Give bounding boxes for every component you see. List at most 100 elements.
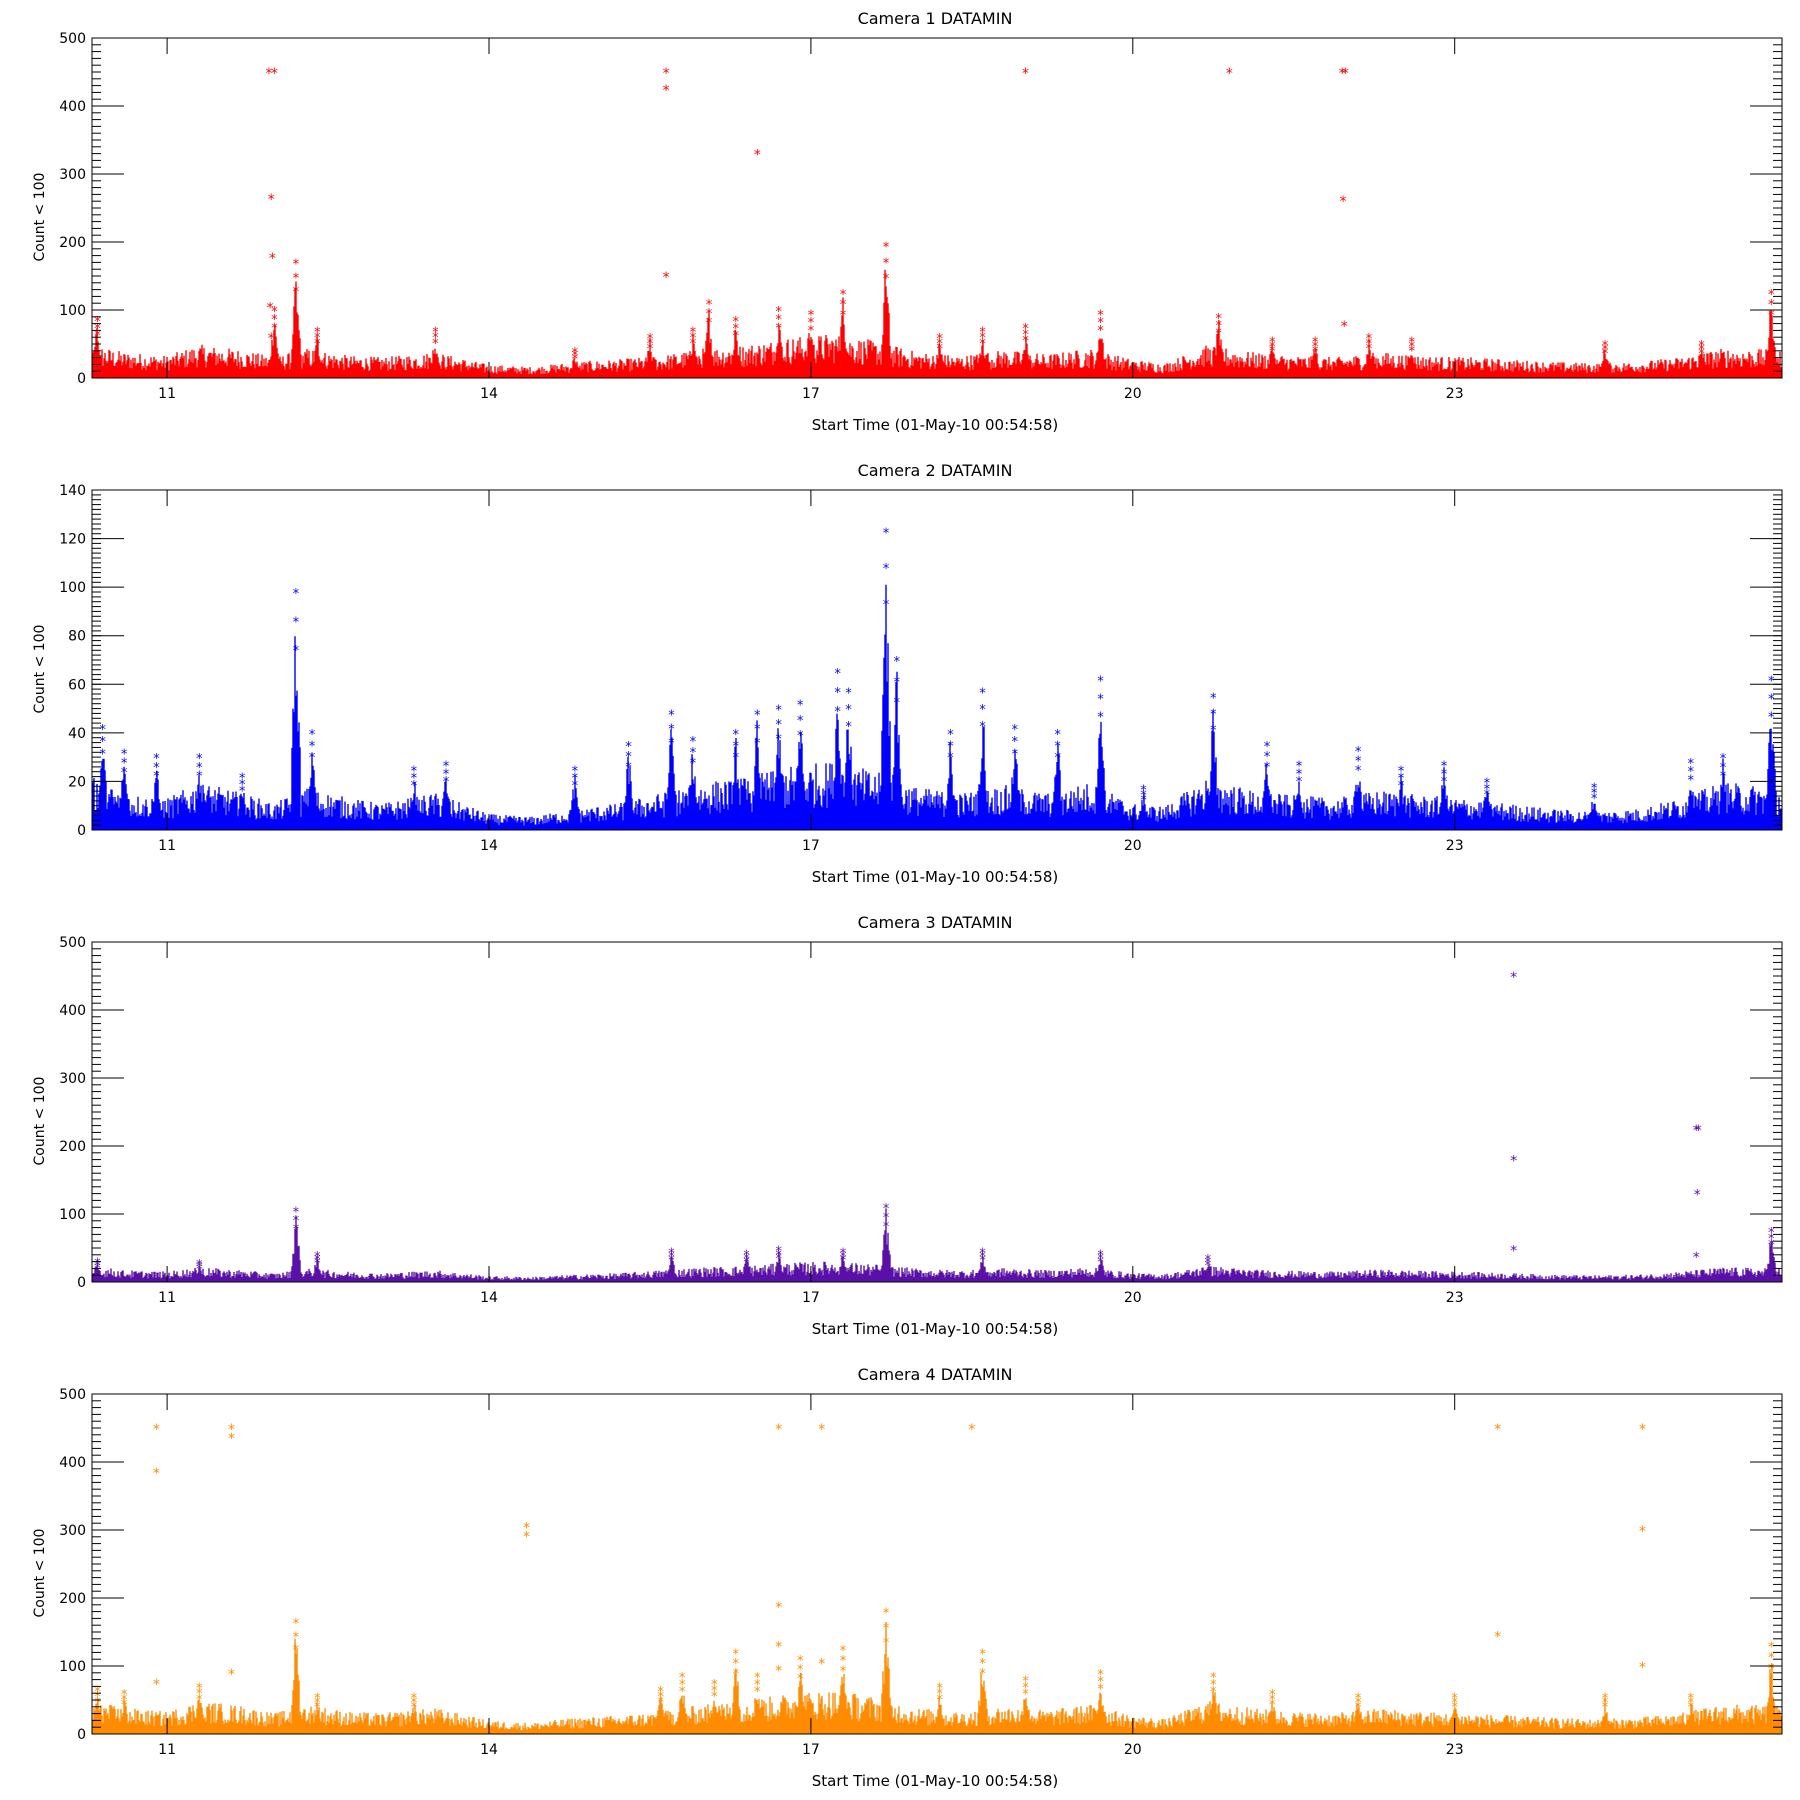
data-point: * [1022, 328, 1030, 343]
data-point: * [292, 644, 300, 659]
x-tick-label: 20 [1124, 386, 1142, 402]
data-series-body [92, 1622, 1782, 1734]
data-point: * [667, 1246, 675, 1261]
data-point: * [313, 1256, 321, 1271]
data-point: * [93, 322, 101, 337]
y-tick-label: 0 [77, 823, 86, 839]
x-tick-label: 23 [1446, 386, 1464, 402]
data-point: * [99, 723, 107, 738]
x-tick-label: 20 [1124, 838, 1142, 854]
data-point: * [1687, 765, 1695, 780]
data-point: * [1209, 708, 1217, 723]
data-point: * [1440, 775, 1448, 790]
data-point: * [1054, 728, 1062, 743]
data-point: * [93, 1259, 101, 1274]
data-point: * [834, 686, 842, 701]
data-point: * [817, 1422, 825, 1438]
x-tick-label: 14 [480, 838, 498, 854]
data-point: * [807, 316, 815, 331]
data-point: * [705, 298, 713, 313]
data-point: * [774, 1422, 782, 1438]
data-point: * [1601, 1701, 1609, 1716]
data-point: * [1209, 724, 1217, 739]
data-point: * [410, 1701, 418, 1716]
data-point: * [1698, 347, 1706, 362]
data-point: * [667, 708, 675, 723]
data-series-body [92, 269, 1782, 378]
data-point: * [238, 772, 246, 787]
data-point: * [1022, 1681, 1030, 1696]
data-point: * [882, 598, 890, 613]
data-point: * [1268, 340, 1276, 355]
data-point: * [979, 331, 987, 346]
data-point: * [625, 760, 633, 775]
data-point: * [689, 735, 697, 750]
data-point: * [839, 1654, 847, 1669]
data-point: * [946, 740, 954, 755]
chart-title: Camera 3 DATAMIN [858, 913, 1013, 932]
data-point: * [195, 1258, 203, 1273]
data-point: * [270, 305, 278, 320]
data-point: * [1354, 745, 1362, 760]
data-point: * [979, 1657, 987, 1672]
data-point: * [753, 1685, 761, 1700]
data-point: * [979, 1667, 987, 1682]
y-tick-label: 60 [68, 677, 86, 693]
data-point: * [152, 770, 160, 785]
data-point: * [1601, 339, 1609, 354]
data-point: * [1097, 1255, 1105, 1270]
data-point: * [120, 1688, 128, 1703]
data-point: * [979, 1254, 987, 1269]
data-point: * [732, 728, 740, 743]
y-tick-label: 80 [68, 629, 86, 645]
data-point: * [979, 720, 987, 735]
data-point: * [732, 1667, 740, 1682]
data-point: * [268, 251, 276, 267]
data-point: * [265, 66, 273, 82]
data-point: * [817, 1657, 825, 1673]
data-point: * [1339, 194, 1347, 210]
data-point: * [775, 1244, 783, 1259]
data-point: * [625, 740, 633, 755]
data-point: * [807, 324, 815, 339]
data-point: * [1451, 1701, 1459, 1716]
data-point: * [882, 256, 890, 271]
data-point: * [1311, 336, 1319, 351]
data-point: * [1097, 693, 1105, 708]
data-point: * [1209, 1671, 1217, 1686]
data-point: * [93, 329, 101, 344]
data-point: * [431, 337, 439, 352]
data-point: * [882, 1621, 890, 1636]
data-point: * [270, 321, 278, 336]
data-point: * [1687, 757, 1695, 772]
data-point: * [839, 288, 847, 303]
chart-title: Camera 4 DATAMIN [858, 1365, 1013, 1384]
data-point: * [292, 1206, 300, 1221]
data-point: * [936, 1693, 944, 1708]
x-tick-label: 20 [1124, 1290, 1142, 1306]
data-point: * [646, 332, 654, 347]
data-point: * [571, 346, 579, 361]
data-point: * [313, 337, 321, 352]
x-tick-label: 23 [1446, 1290, 1464, 1306]
data-point: * [1767, 1662, 1775, 1677]
data-point: * [152, 1466, 160, 1482]
data-point: * [657, 1685, 665, 1700]
data-point: * [979, 1246, 987, 1261]
x-tick-label: 23 [1446, 838, 1464, 854]
data-point: * [796, 729, 804, 744]
data-point: * [238, 784, 246, 799]
data-point: * [1011, 735, 1019, 750]
data-point: * [1767, 1232, 1775, 1247]
data-point: * [1693, 1188, 1701, 1204]
data-point: * [522, 1521, 530, 1537]
y-tick-label: 300 [59, 1523, 86, 1539]
data-point: * [753, 708, 761, 723]
data-point: * [1097, 324, 1105, 339]
data-series-body [92, 584, 1782, 830]
data-point: * [710, 1690, 718, 1705]
data-point: * [267, 192, 275, 208]
data-point: * [807, 308, 815, 323]
data-point: * [1011, 748, 1019, 763]
data-point: * [1311, 345, 1319, 360]
